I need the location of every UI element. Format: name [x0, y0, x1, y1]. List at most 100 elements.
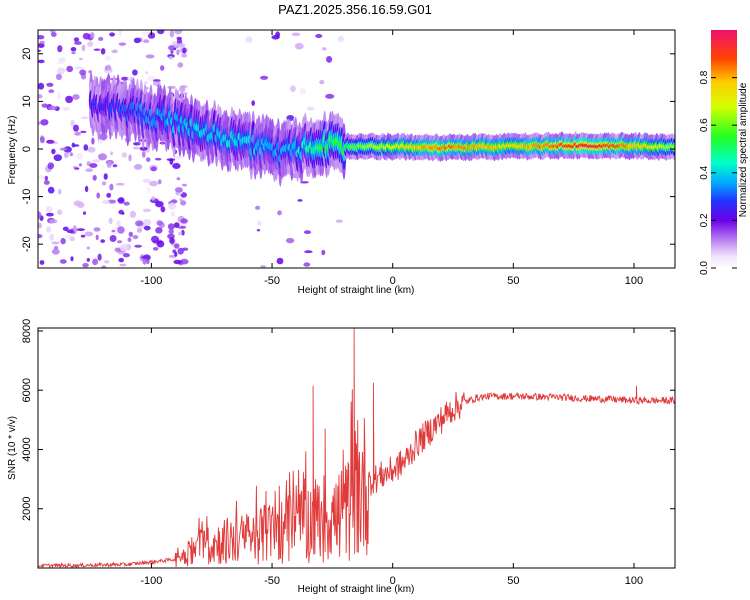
noise-blob — [106, 192, 112, 198]
noise-blob — [174, 155, 183, 160]
y-tick-label: 6000 — [21, 378, 33, 402]
y-tick-label: 10 — [21, 95, 33, 107]
colorbar-tick-label: 0.4 — [699, 165, 710, 179]
noise-blob — [74, 131, 81, 136]
noise-blob — [99, 133, 108, 141]
noise-blob — [82, 32, 91, 40]
noise-blob — [38, 94, 43, 99]
noise-blob — [96, 192, 100, 199]
noise-blob — [87, 146, 96, 153]
noise-blob — [91, 137, 95, 145]
noise-blob — [304, 250, 313, 254]
noise-blob — [303, 230, 312, 235]
x-tick-label: 100 — [625, 575, 643, 587]
noise-blob — [118, 30, 122, 36]
noise-blob — [134, 244, 142, 248]
noise-blob — [80, 234, 86, 238]
noise-blob — [48, 105, 58, 110]
noise-blob — [170, 211, 176, 217]
noise-blob — [106, 64, 111, 72]
noise-blob — [92, 159, 101, 163]
x-tick-label: -50 — [264, 275, 280, 287]
snr-x-label: Height of straight line (km) — [298, 584, 415, 595]
noise-blob — [109, 235, 117, 242]
noise-blob — [51, 148, 56, 155]
noise-blob — [62, 226, 69, 231]
noise-blob — [142, 178, 151, 183]
noise-blob — [173, 222, 180, 228]
noise-blob — [46, 139, 55, 144]
noise-blob — [146, 157, 151, 163]
noise-blob — [123, 201, 130, 206]
noise-blob — [179, 198, 183, 202]
noise-blob — [255, 205, 261, 210]
noise-blob — [86, 258, 91, 262]
noise-blob — [110, 151, 114, 156]
noise-blob — [62, 106, 70, 111]
noise-blob — [173, 259, 182, 265]
noise-blob — [111, 229, 116, 233]
noise-blob — [59, 147, 67, 151]
noise-blob — [251, 100, 255, 106]
noise-blob — [48, 89, 55, 93]
noise-blob — [143, 225, 151, 231]
colorbar-tick-label: 0.0 — [699, 261, 710, 275]
colorbar-tick-label: 0.2 — [699, 213, 710, 227]
noise-blob — [174, 187, 183, 193]
noise-blob — [56, 61, 66, 64]
noise-blob — [275, 31, 280, 38]
noise-blob — [116, 220, 121, 228]
noise-blob — [74, 41, 82, 45]
noise-blob — [64, 234, 72, 239]
x-tick-label: 0 — [390, 275, 396, 287]
noise-blob — [143, 39, 150, 44]
snr-y-label: SNR (10 * v/v) — [7, 416, 18, 480]
noise-blob — [89, 163, 98, 168]
noise-blob — [82, 211, 87, 216]
noise-blob — [74, 66, 84, 70]
noise-blob — [38, 175, 46, 179]
snr-series-line — [38, 328, 675, 568]
noise-blob — [63, 151, 69, 159]
noise-blob — [257, 220, 262, 226]
noise-blob — [182, 47, 187, 54]
noise-blob — [179, 85, 186, 93]
noise-blob — [119, 244, 129, 252]
noise-blob — [141, 150, 146, 158]
noise-blob — [118, 257, 124, 263]
noise-blob — [57, 67, 66, 75]
noise-blob — [71, 142, 76, 148]
noise-blob — [51, 248, 60, 255]
noise-blob — [141, 31, 150, 36]
noise-blob — [168, 202, 177, 210]
noise-blob — [174, 243, 180, 249]
noise-blob — [116, 240, 123, 244]
noise-blob — [50, 32, 57, 37]
noise-blob — [277, 210, 282, 216]
noise-blob — [106, 161, 112, 168]
noise-blob — [100, 48, 106, 55]
noise-blob — [168, 56, 174, 60]
noise-blob — [85, 168, 93, 173]
y-tick-label: -20 — [21, 236, 33, 252]
spectrogram-x-ticks: -100 -50 0 50 100 — [140, 30, 643, 287]
noise-blob — [49, 219, 58, 224]
noise-blob — [46, 82, 54, 87]
noise-blob — [114, 247, 122, 253]
snr-panel: -100 -50 0 50 100 2000 4000 6000 8000 Height of… — [7, 319, 676, 595]
noise-blob — [110, 232, 118, 235]
noise-blob — [104, 55, 112, 61]
noise-blob — [157, 30, 165, 35]
noise-blob — [108, 217, 113, 224]
noise-blob — [157, 179, 162, 185]
colorbar-tick-label: 0.8 — [699, 70, 710, 84]
noise-blob — [128, 231, 133, 237]
noise-blob — [73, 166, 77, 169]
noise-blob — [121, 152, 128, 158]
noise-blob — [297, 199, 303, 202]
spectrogram-x-label: Height of straight line (km) — [298, 285, 415, 296]
noise-blob — [176, 49, 180, 56]
noise-blob — [58, 57, 66, 63]
noise-blob — [78, 163, 82, 167]
noise-blob — [57, 188, 62, 195]
